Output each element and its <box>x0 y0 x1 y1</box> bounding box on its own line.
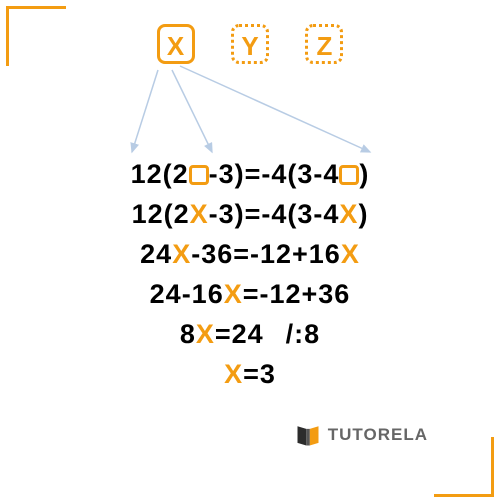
s5op: /:8 <box>286 319 321 349</box>
s3b: -36=-12+16 <box>191 239 341 269</box>
s2a: 12(2 <box>132 199 190 229</box>
step-1: 12(2 -3)=-4(3-4) <box>0 159 500 190</box>
arrow-2 <box>172 70 212 152</box>
variable-chips: X Y Z <box>0 24 500 64</box>
arrow-1 <box>132 70 158 152</box>
s2v2: X <box>339 199 358 229</box>
step-3: 24X-36=-12+16X <box>0 239 500 270</box>
s1b: -3)=-4(3-4 <box>209 159 340 189</box>
step-4: 24-16X=-12+36 <box>0 279 500 310</box>
s1c: ) <box>359 159 369 189</box>
s3v2: X <box>341 239 360 269</box>
tutorela-logo: TUTORELA <box>294 421 428 449</box>
step-6: X=3 <box>0 359 500 390</box>
corner-bottom-right <box>434 437 494 497</box>
equation-steps: 12(2-3)=-4(3-4) 12(2X-3)=-4(3-4X) 24X-36… <box>0 150 500 399</box>
blank-box-icon <box>189 165 209 185</box>
chip-x[interactable]: X <box>157 24 195 64</box>
step-2: 12(2X-3)=-4(3-4X) <box>0 199 500 230</box>
s5a: 8 <box>180 319 196 349</box>
s5b: =24 <box>215 319 264 349</box>
chip-z[interactable]: Z <box>305 24 343 64</box>
logo-text: TUTORELA <box>328 425 428 445</box>
s5v1: X <box>196 319 215 349</box>
blank-box-icon <box>339 165 359 185</box>
arrow-3 <box>180 66 370 152</box>
s2c: ) <box>358 199 368 229</box>
s4a: 24-16 <box>150 279 224 309</box>
s3v1: X <box>172 239 191 269</box>
chip-y[interactable]: Y <box>231 24 269 64</box>
step-5: 8X=24 /:8 <box>0 319 500 350</box>
s2b: -3)=-4(3-4 <box>209 199 340 229</box>
s1a: 12(2 <box>131 159 189 189</box>
s6b: =3 <box>243 359 276 389</box>
book-icon <box>294 421 322 449</box>
s6v1: X <box>224 359 243 389</box>
s4b: =-12+36 <box>243 279 351 309</box>
s2v1: X <box>190 199 209 229</box>
s4v1: X <box>224 279 243 309</box>
s3a: 24 <box>140 239 172 269</box>
